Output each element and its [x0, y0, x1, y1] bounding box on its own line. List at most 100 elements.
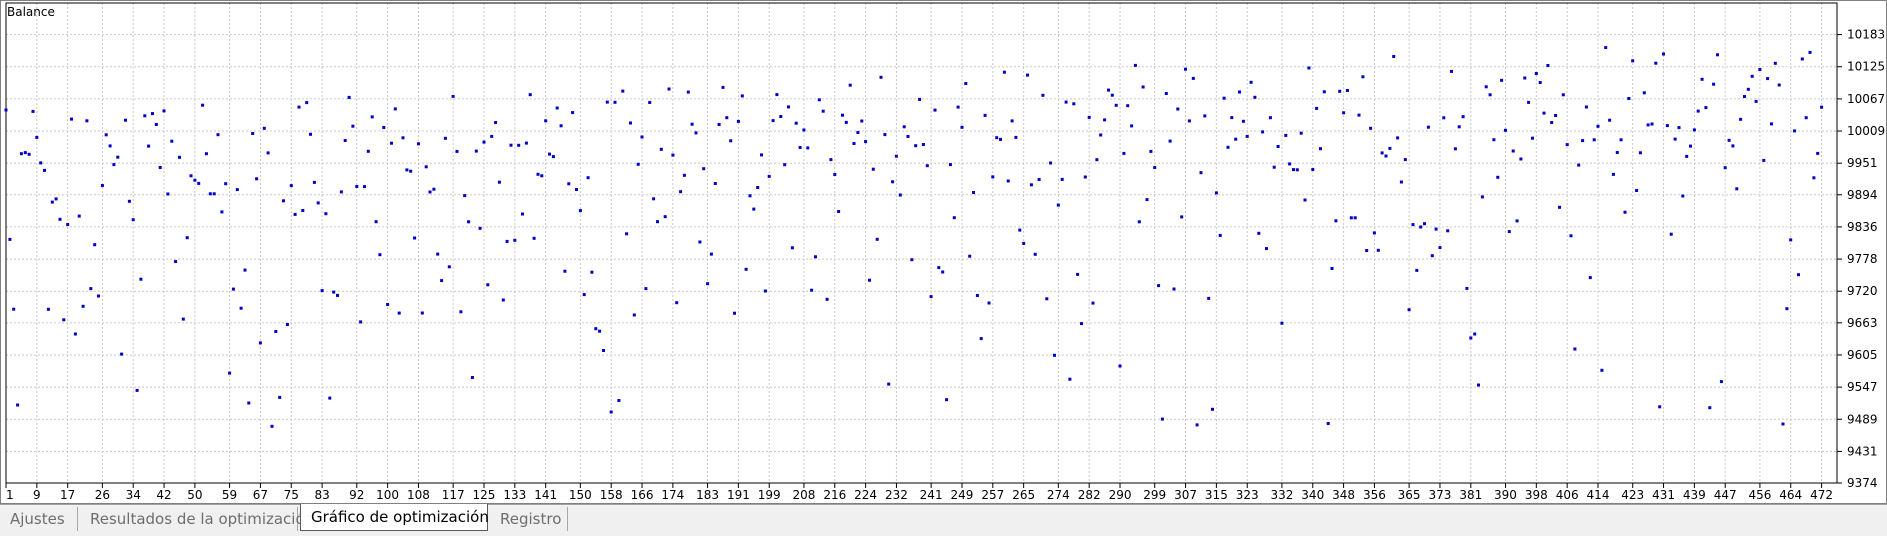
- data-point: [810, 288, 814, 292]
- data-point: [178, 155, 181, 159]
- data-point: [424, 165, 428, 169]
- data-point: [1473, 332, 1477, 336]
- data-point: [1700, 77, 1704, 81]
- data-point: [1295, 168, 1299, 172]
- data-point: [370, 115, 374, 119]
- data-point: [393, 107, 397, 111]
- data-point: [1307, 66, 1311, 70]
- data-point: [413, 236, 417, 240]
- data-point: [1195, 423, 1199, 427]
- data-point: [1731, 144, 1735, 148]
- data-point: [174, 260, 178, 263]
- x-tick-label: 356: [1363, 488, 1386, 502]
- data-point: [297, 105, 301, 109]
- data-point: [289, 184, 293, 188]
- x-tick-label: 83: [314, 488, 329, 502]
- data-point: [532, 236, 536, 240]
- data-point: [463, 194, 467, 198]
- data-point: [97, 294, 100, 298]
- data-point: [1550, 121, 1554, 124]
- data-point: [1349, 216, 1353, 220]
- data-point: [632, 313, 636, 317]
- data-point: [212, 192, 216, 196]
- data-point: [1103, 118, 1107, 122]
- tab-grafico-optimizacion[interactable]: Gráfico de optimización: [300, 504, 489, 531]
- data-point: [1049, 161, 1053, 165]
- data-point: [1180, 215, 1184, 219]
- data-point: [467, 220, 471, 224]
- data-point: [351, 124, 355, 128]
- data-point: [1322, 90, 1326, 94]
- x-tick-label: 50: [187, 488, 202, 502]
- data-point: [1573, 347, 1577, 351]
- data-point: [698, 240, 702, 244]
- data-point: [575, 188, 578, 191]
- x-tick-label: 447: [1714, 488, 1737, 502]
- data-point: [147, 144, 151, 148]
- data-point: [594, 327, 598, 331]
- data-point: [1376, 248, 1380, 252]
- data-point: [906, 135, 910, 138]
- data-point: [1442, 116, 1446, 120]
- data-point: [999, 137, 1002, 141]
- data-point: [143, 114, 147, 118]
- data-point: [1137, 220, 1141, 224]
- data-point: [1538, 81, 1542, 84]
- data-point: [733, 311, 736, 315]
- data-point: [1480, 195, 1484, 199]
- data-point: [894, 154, 898, 158]
- tab-resultados-optimizacion[interactable]: Resultados de la optimización: [80, 507, 314, 531]
- data-point: [625, 232, 629, 236]
- tab-ajustes[interactable]: Ajustes: [0, 507, 78, 531]
- data-point: [1330, 267, 1334, 270]
- data-point: [1696, 109, 1700, 113]
- data-point: [1446, 229, 1450, 233]
- data-point: [189, 174, 193, 178]
- x-tick-label: 174: [661, 488, 684, 502]
- data-point: [821, 109, 825, 113]
- data-point: [85, 119, 89, 123]
- x-tick-label: 274: [1047, 488, 1070, 502]
- data-point: [220, 210, 224, 214]
- data-point: [1261, 130, 1265, 134]
- x-tick-label: 67: [253, 488, 268, 502]
- tab-registro[interactable]: Registro: [490, 507, 568, 531]
- data-point: [767, 174, 771, 178]
- data-point: [544, 119, 548, 123]
- data-point: [1669, 232, 1673, 236]
- data-point: [1365, 249, 1369, 252]
- data-point: [648, 101, 652, 104]
- data-point: [1558, 205, 1561, 209]
- data-point: [1450, 69, 1453, 73]
- x-tick-label: 414: [1587, 488, 1610, 502]
- data-point: [8, 237, 12, 241]
- data-point: [652, 197, 656, 201]
- data-point: [366, 149, 370, 153]
- data-point: [1130, 124, 1134, 128]
- data-point: [1635, 189, 1639, 192]
- data-point: [231, 287, 235, 291]
- data-point: [1534, 72, 1538, 75]
- x-tick-label: 199: [758, 488, 781, 502]
- data-point: [93, 243, 97, 247]
- data-point: [247, 401, 251, 405]
- x-tick-label: 224: [854, 488, 877, 502]
- data-point: [436, 252, 440, 256]
- data-point: [1272, 165, 1276, 169]
- data-point: [602, 349, 605, 352]
- data-point: [1488, 93, 1492, 97]
- y-tick-label: 10183: [1847, 28, 1885, 42]
- data-point: [679, 190, 683, 194]
- x-tick-label: 290: [1109, 488, 1132, 502]
- data-point: [1392, 55, 1396, 58]
- data-point: [390, 141, 393, 145]
- data-point: [829, 158, 833, 162]
- data-point: [1604, 46, 1608, 50]
- data-point: [621, 89, 625, 93]
- data-point: [1245, 134, 1249, 138]
- data-point: [1777, 83, 1781, 87]
- data-point: [860, 119, 864, 123]
- data-point: [856, 131, 860, 134]
- y-tick-label: 10125: [1847, 60, 1885, 74]
- x-tick-label: 398: [1525, 488, 1548, 502]
